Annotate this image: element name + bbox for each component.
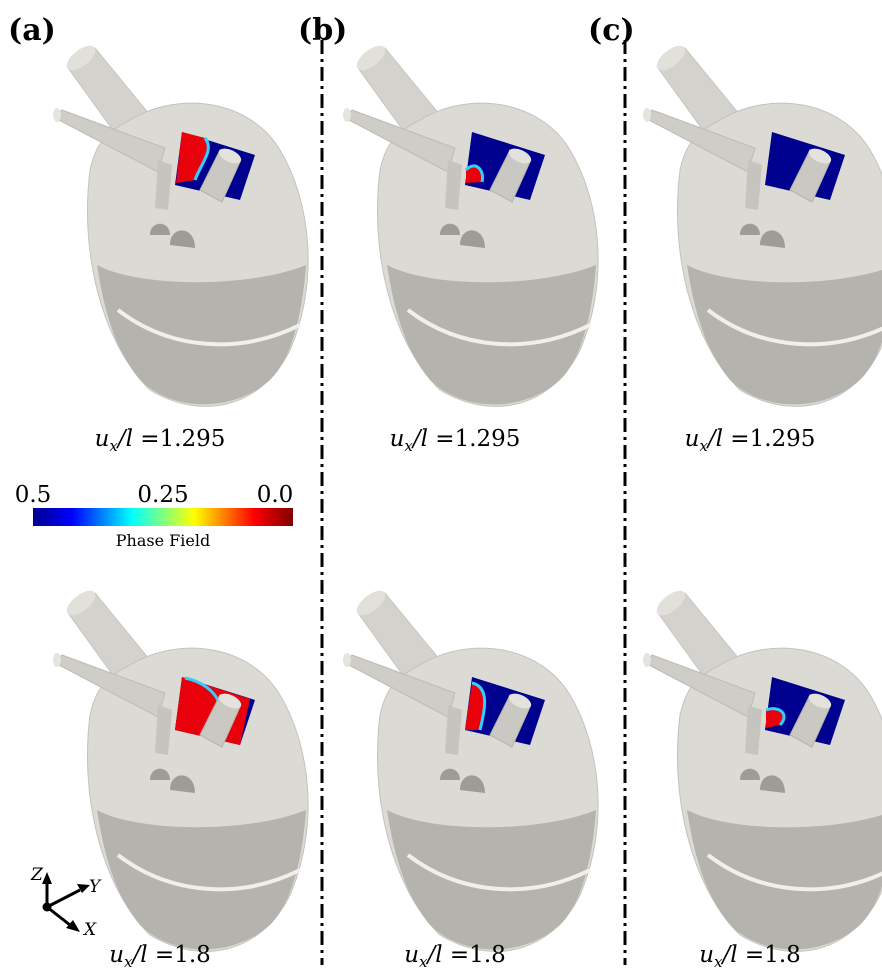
caption-rel: /l =: [721, 942, 765, 968]
axis-label: Y: [89, 877, 102, 897]
axis-label: Z: [30, 865, 44, 885]
caption-var: u: [109, 942, 124, 968]
caption-var: u: [404, 942, 419, 968]
caption-value: 1.295: [750, 426, 816, 452]
heart: [53, 41, 308, 406]
axis-triad: [42, 872, 90, 932]
caption-var: u: [95, 426, 110, 452]
heart: [643, 41, 882, 406]
caption: ux/l =1.8: [109, 942, 211, 971]
colorbar-tick: 0.0: [257, 482, 294, 508]
caption-value: 1.295: [160, 426, 226, 452]
colorbar-tick: 0.25: [137, 482, 188, 508]
caption-value: 1.8: [174, 942, 211, 968]
heart: [643, 586, 882, 951]
caption: ux/l =1.295: [685, 426, 816, 455]
vessel-end: [343, 653, 351, 667]
colorbar: [33, 508, 293, 526]
colorbar-tick: 0.5: [15, 482, 52, 508]
axis-label: X: [82, 920, 97, 940]
vessel-end: [53, 653, 61, 667]
panel-label: (b): [298, 13, 347, 48]
figure: 0.5 0.25 0.0 Phase Field Z Y X ux/l =1.2…: [0, 0, 882, 974]
caption-var: u: [699, 942, 714, 968]
vessel-end: [643, 108, 651, 122]
body-lower: [687, 265, 882, 404]
caption-rel: /l =: [116, 426, 160, 452]
caption-rel: /l =: [426, 942, 470, 968]
caption-var: u: [685, 426, 700, 452]
colorbar-label: Phase Field: [116, 531, 210, 550]
caption-rel: /l =: [706, 426, 750, 452]
heart: [343, 41, 598, 406]
caption: ux/l =1.295: [95, 426, 226, 455]
caption-value: 1.8: [764, 942, 801, 968]
panel-label: (c): [588, 13, 635, 48]
caption-rel: /l =: [411, 426, 455, 452]
vessel-end: [53, 108, 61, 122]
caption-value: 1.8: [469, 942, 506, 968]
caption: ux/l =1.8: [404, 942, 506, 971]
vessel-end: [343, 108, 351, 122]
body-lower: [687, 810, 882, 949]
panel-label: (a): [8, 13, 56, 48]
caption-rel: /l =: [131, 942, 175, 968]
caption-var: u: [390, 426, 405, 452]
caption-value: 1.295: [455, 426, 521, 452]
caption: ux/l =1.8: [699, 942, 801, 971]
vessel-end: [643, 653, 651, 667]
caption: ux/l =1.295: [390, 426, 521, 455]
heart: [343, 586, 598, 951]
